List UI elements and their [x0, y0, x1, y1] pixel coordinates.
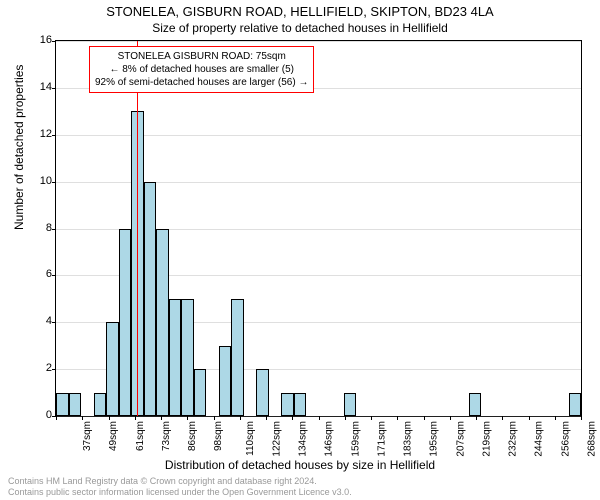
x-axis-label: Distribution of detached houses by size …	[0, 458, 600, 472]
histogram-bar	[219, 346, 232, 416]
ytick	[52, 275, 56, 276]
xtick-label: 195sqm	[429, 421, 440, 457]
xtick-label: 146sqm	[324, 421, 335, 457]
xtick	[371, 416, 372, 420]
histogram-bar	[344, 393, 357, 416]
xtick	[476, 416, 477, 420]
annotation-box: STONELEA GISBURN ROAD: 75sqm← 8% of deta…	[89, 46, 314, 93]
footer-line2: Contains public sector information licen…	[8, 487, 352, 498]
annotation-line: ← 8% of detached houses are smaller (5)	[95, 63, 308, 76]
chart-title-address: STONELEA, GISBURN ROAD, HELLIFIELD, SKIP…	[0, 4, 600, 19]
xtick	[397, 416, 398, 420]
ytick	[52, 369, 56, 370]
histogram-bar	[281, 393, 294, 416]
histogram-bar	[181, 299, 194, 416]
xtick-label: 73sqm	[161, 421, 172, 451]
y-axis-label: Number of detached properties	[12, 65, 26, 230]
xtick	[581, 416, 582, 420]
histogram-bar	[69, 393, 82, 416]
ytick	[52, 229, 56, 230]
histogram-bar	[256, 369, 269, 416]
xtick-label: 159sqm	[350, 421, 361, 457]
ytick	[52, 135, 56, 136]
xtick-label: 49sqm	[108, 421, 119, 451]
histogram-bar	[294, 393, 307, 416]
xtick-label: 207sqm	[455, 421, 466, 457]
annotation-line: 92% of semi-detached houses are larger (…	[95, 76, 308, 89]
xtick	[266, 416, 267, 420]
ytick-label: 4	[46, 315, 52, 327]
ytick	[52, 88, 56, 89]
xtick-label: 256sqm	[560, 421, 571, 457]
histogram-bar	[94, 393, 107, 416]
xtick-label: 110sqm	[244, 421, 255, 456]
histogram-bar	[119, 229, 132, 417]
ytick-label: 14	[40, 81, 52, 93]
xtick	[109, 416, 110, 420]
xtick	[161, 416, 162, 420]
xtick-label: 86sqm	[187, 421, 198, 451]
xtick	[529, 416, 530, 420]
xtick-label: 61sqm	[135, 421, 146, 451]
xtick	[292, 416, 293, 420]
ytick-label: 12	[40, 128, 52, 140]
gridline	[56, 41, 581, 42]
ytick-label: 16	[40, 34, 52, 46]
xtick-label: 122sqm	[271, 421, 282, 457]
xtick	[424, 416, 425, 420]
footer-attribution: Contains HM Land Registry data © Crown c…	[8, 476, 352, 498]
xtick-label: 268sqm	[586, 421, 597, 457]
property-marker-line	[137, 41, 138, 416]
xtick-label: 232sqm	[508, 421, 519, 457]
chart-plot-area: STONELEA GISBURN ROAD: 75sqm← 8% of deta…	[55, 40, 582, 417]
xtick-label: 183sqm	[403, 421, 414, 457]
xtick-label: 171sqm	[376, 421, 387, 457]
xtick-label: 134sqm	[298, 421, 309, 457]
xtick	[319, 416, 320, 420]
xtick	[502, 416, 503, 420]
xtick	[214, 416, 215, 420]
ytick-label: 8	[46, 222, 52, 234]
histogram-bar	[231, 299, 244, 416]
histogram-bar	[144, 182, 157, 416]
ytick-label: 10	[40, 175, 52, 187]
xtick	[56, 416, 57, 420]
xtick-label: 37sqm	[82, 421, 93, 451]
xtick	[240, 416, 241, 420]
xtick	[187, 416, 188, 420]
xtick-label: 244sqm	[534, 421, 545, 457]
histogram-bar	[169, 299, 182, 416]
ytick	[52, 182, 56, 183]
ytick-label: 6	[46, 268, 52, 280]
histogram-bar	[156, 229, 169, 417]
xtick	[450, 416, 451, 420]
histogram-bar	[56, 393, 69, 416]
xtick	[345, 416, 346, 420]
ytick	[52, 322, 56, 323]
histogram-bar	[469, 393, 482, 416]
xtick	[82, 416, 83, 420]
xtick	[555, 416, 556, 420]
footer-line1: Contains HM Land Registry data © Crown c…	[8, 476, 352, 487]
chart-subtitle: Size of property relative to detached ho…	[0, 21, 600, 35]
histogram-bar	[106, 322, 119, 416]
histogram-bar	[569, 393, 582, 416]
ytick	[52, 41, 56, 42]
xtick	[135, 416, 136, 420]
ytick-label: 0	[46, 409, 52, 421]
xtick-label: 98sqm	[213, 421, 224, 451]
annotation-line: STONELEA GISBURN ROAD: 75sqm	[95, 50, 308, 63]
histogram-bar	[194, 369, 207, 416]
xtick-label: 219sqm	[481, 421, 492, 457]
ytick-label: 2	[46, 362, 52, 374]
